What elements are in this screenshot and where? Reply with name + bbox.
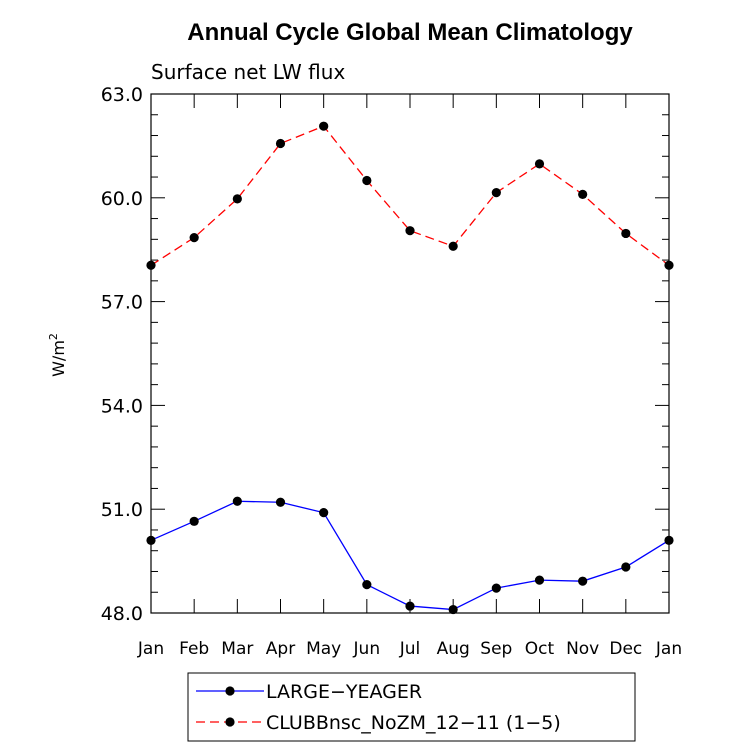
x-tick-label: Oct bbox=[525, 639, 555, 659]
data-point bbox=[232, 496, 242, 506]
plot-frame bbox=[150, 93, 670, 614]
x-tick-label: Jan bbox=[655, 639, 682, 659]
series-line bbox=[150, 500, 670, 611]
series-2 bbox=[146, 121, 674, 270]
y-axis-label-unit: W/m bbox=[49, 340, 68, 377]
x-tick-label: Nov bbox=[566, 639, 599, 659]
chart-subtitle: Surface net LW flux bbox=[151, 60, 345, 84]
data-point bbox=[146, 535, 156, 545]
x-tick-label: Jan bbox=[137, 639, 164, 659]
data-point bbox=[405, 601, 415, 611]
data-point bbox=[664, 260, 674, 270]
data-point bbox=[275, 138, 286, 149]
data-point bbox=[146, 260, 156, 270]
legend-label-1: LARGE−YEAGER bbox=[266, 681, 422, 703]
data-point bbox=[534, 159, 545, 169]
legend-box bbox=[187, 672, 636, 742]
legend-marker-2 bbox=[225, 717, 235, 727]
data-point bbox=[362, 175, 372, 186]
data-point bbox=[362, 580, 372, 590]
x-tick-label: Feb bbox=[179, 639, 209, 659]
data-point bbox=[491, 583, 501, 593]
data-point bbox=[621, 562, 631, 572]
y-tick-label: 63.0 bbox=[101, 84, 143, 106]
y-axis-label: W/m2 bbox=[47, 333, 68, 377]
data-point bbox=[621, 228, 631, 239]
y-tick-label: 54.0 bbox=[101, 395, 143, 417]
legend-marker-1 bbox=[225, 686, 235, 696]
data-point bbox=[275, 497, 286, 507]
series-1 bbox=[146, 496, 674, 615]
series-layer bbox=[146, 121, 674, 615]
data-point bbox=[448, 604, 458, 615]
legend-label-2: CLUBBnsc_NoZM_12−11 (1−5) bbox=[266, 712, 561, 734]
data-point bbox=[405, 226, 415, 236]
data-point bbox=[491, 188, 501, 198]
x-tick-label: Apr bbox=[266, 639, 295, 659]
y-tick-label: 57.0 bbox=[101, 292, 143, 314]
y-axis-label-superscript: 2 bbox=[47, 333, 60, 340]
y-axis: 48.0 51.0 54.0 57.0 60.0 63.0 bbox=[101, 84, 669, 625]
data-point bbox=[189, 232, 199, 243]
data-point bbox=[319, 121, 329, 131]
x-tick-label: Jun bbox=[353, 639, 381, 659]
x-tick-label: Dec bbox=[609, 639, 642, 659]
data-point bbox=[232, 194, 242, 204]
y-tick-label: 51.0 bbox=[101, 499, 143, 521]
y-tick-label: 48.0 bbox=[101, 603, 143, 625]
x-tick-label: Aug bbox=[437, 639, 470, 659]
chart-title: Annual Cycle Global Mean Climatology bbox=[187, 19, 633, 46]
x-tick-label: May bbox=[306, 639, 341, 659]
legend: LARGE−YEAGER CLUBBnsc_NoZM_12−11 (1−5) bbox=[187, 672, 636, 742]
data-point bbox=[578, 189, 588, 199]
data-point bbox=[578, 576, 588, 586]
data-point bbox=[319, 508, 329, 518]
plot-border bbox=[150, 93, 670, 614]
x-tick-label: Mar bbox=[221, 639, 253, 659]
y-tick-label: 60.0 bbox=[101, 188, 143, 210]
data-point bbox=[534, 575, 545, 585]
x-tick-label: Jul bbox=[399, 639, 421, 659]
series-line bbox=[150, 125, 670, 266]
data-point bbox=[448, 241, 458, 251]
data-point bbox=[664, 535, 674, 545]
x-axis: Jan Feb Mar Apr May Jun Jul Aug Sep Oct Nov Dec Jan bbox=[137, 94, 682, 659]
x-tick-label: Sep bbox=[480, 639, 512, 659]
data-point bbox=[189, 516, 199, 526]
